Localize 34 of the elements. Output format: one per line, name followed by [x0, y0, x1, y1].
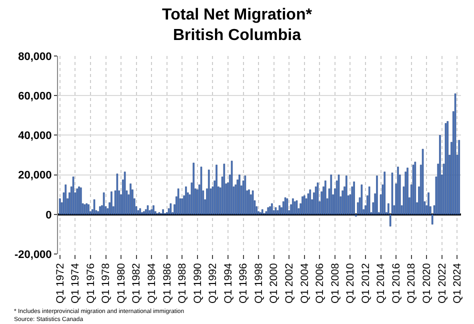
- x-tick-label: Q1 2008: [329, 263, 342, 304]
- x-tick-label: Q1 2014: [375, 263, 388, 304]
- chart-title: Total Net Migration* British Columbia: [162, 6, 313, 44]
- y-tick-label: 80,000: [18, 50, 52, 63]
- y-tick-label: 0: [46, 209, 52, 222]
- x-tick-label: Q1 2002: [284, 263, 296, 304]
- x-tick-label: Q1 1996: [238, 263, 250, 304]
- x-tick-label: Q1 1986: [161, 263, 174, 304]
- x-tick-label: Q1 1988: [176, 263, 189, 304]
- x-tick-label: Q1 1990: [192, 263, 204, 304]
- x-tick-label: Q1 2004: [298, 263, 311, 304]
- x-tick-label: Q1 2006: [314, 263, 326, 304]
- x-tick-label: Q1 2010: [344, 263, 357, 304]
- x-tick-label: Q1 2020: [421, 263, 434, 304]
- y-tick-label: 60,000: [18, 90, 52, 102]
- x-tick-label: Q1 2016: [390, 263, 402, 304]
- y-tick-label: 20,000: [18, 170, 52, 182]
- x-tick-label: Q1 2018: [406, 263, 418, 304]
- x-tick-label: Q1 1998: [252, 263, 265, 304]
- x-tick-label: Q1 1978: [100, 263, 112, 304]
- x-tick-label: Q1 2012: [360, 263, 372, 304]
- x-tick-label: Q1 2024: [452, 263, 464, 304]
- x-tick-label: Q1 1980: [115, 263, 128, 304]
- y-tick-label: 40,000: [18, 130, 52, 142]
- x-tick-label: Q1 1992: [207, 263, 220, 304]
- x-tick-label: Q1 1976: [84, 263, 97, 304]
- x-tick-label: Q1 1984: [146, 263, 158, 304]
- x-tick-label: Q1 2022: [436, 263, 448, 304]
- x-tick-label: Q1 1982: [130, 263, 143, 304]
- y-tick-label: -20,000: [14, 248, 52, 261]
- x-tick-label: Q1 1972: [54, 263, 66, 304]
- x-tick-label: Q1 1994: [222, 263, 234, 304]
- x-tick-label: Q1 1974: [70, 263, 82, 304]
- x-tick-label: Q1 2000: [268, 263, 280, 304]
